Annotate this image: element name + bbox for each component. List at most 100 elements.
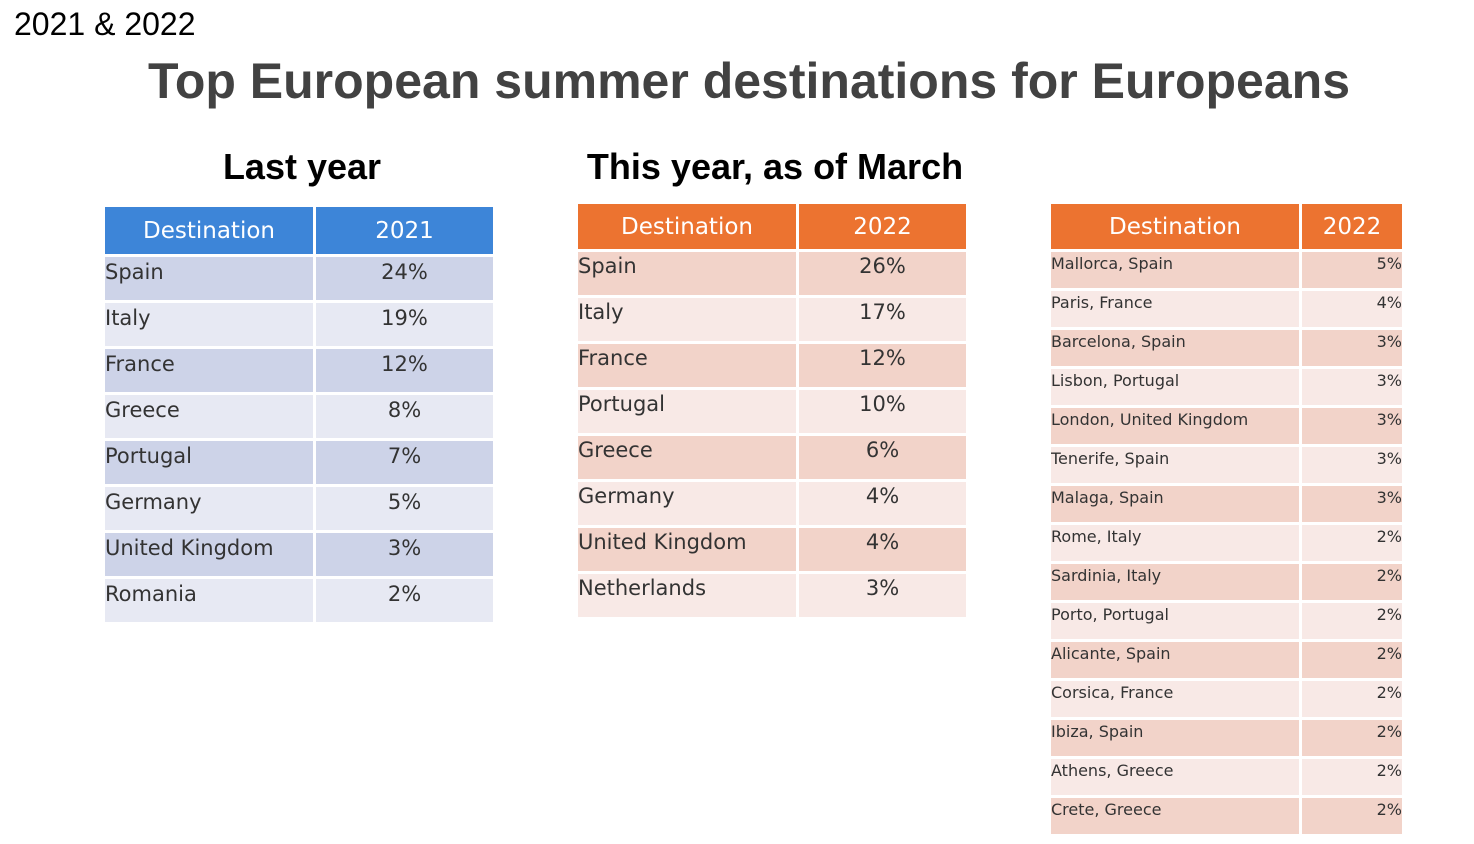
destination-cell: Alicante, Spain — [1048, 639, 1302, 681]
table-header-row: Destination 2022 — [1048, 201, 1405, 252]
destination-cell: Rome, Italy — [1048, 522, 1302, 564]
destination-cell: France — [575, 341, 799, 390]
table-row: Germany 4% — [575, 479, 969, 528]
table-row: Malaga, Spain 3% — [1048, 483, 1405, 525]
table-row: France 12% — [575, 341, 969, 390]
table-row: Sardinia, Italy 2% — [1048, 561, 1405, 603]
table-row: Spain 26% — [575, 249, 969, 298]
share-cell: 3% — [1299, 405, 1405, 447]
destination-cell: Netherlands — [575, 571, 799, 620]
table-row: Ibiza, Spain 2% — [1048, 717, 1405, 759]
table-row: Portugal 7% — [102, 438, 496, 487]
share-cell: 3% — [1299, 483, 1405, 525]
share-cell: 3% — [1299, 366, 1405, 408]
destination-cell: Germany — [102, 484, 316, 533]
table-row: Porto, Portugal 2% — [1048, 600, 1405, 642]
destination-cell: Italy — [575, 295, 799, 344]
share-cell: 2% — [1299, 639, 1405, 681]
share-cell: 24% — [313, 254, 496, 303]
destination-cell: Romania — [102, 576, 316, 625]
corner-label: 2021 & 2022 — [14, 6, 196, 42]
table-row: Athens, Greece 2% — [1048, 756, 1405, 798]
table-header-row: Destination 2021 — [102, 204, 496, 257]
destination-cell: Italy — [102, 300, 316, 349]
share-cell: 2% — [1299, 717, 1405, 759]
destination-cell: Portugal — [102, 438, 316, 487]
share-cell: 5% — [313, 484, 496, 533]
header-destination: Destination — [1048, 201, 1302, 252]
share-cell: 2% — [1299, 678, 1405, 720]
share-cell: 4% — [796, 479, 969, 528]
share-cell: 26% — [796, 249, 969, 298]
table-row: Italy 17% — [575, 295, 969, 344]
table-row: United Kingdom 4% — [575, 525, 969, 574]
header-year: 2022 — [796, 201, 969, 252]
table-row: Paris, France 4% — [1048, 288, 1405, 330]
share-cell: 2% — [1299, 756, 1405, 798]
share-cell: 3% — [1299, 444, 1405, 486]
destination-cell: United Kingdom — [575, 525, 799, 574]
table-row: Tenerife, Spain 3% — [1048, 444, 1405, 486]
destination-cell: Porto, Portugal — [1048, 600, 1302, 642]
last-year-subtitle: Last year — [222, 146, 382, 187]
header-destination: Destination — [575, 201, 799, 252]
table-row: Alicante, Spain 2% — [1048, 639, 1405, 681]
header-year: 2021 — [313, 204, 496, 257]
table-row: Mallorca, Spain 5% — [1048, 249, 1405, 291]
destination-cell: London, United Kingdom — [1048, 405, 1302, 447]
table-row: Rome, Italy 2% — [1048, 522, 1405, 564]
destination-cell: Paris, France — [1048, 288, 1302, 330]
table-row: Romania 2% — [102, 576, 496, 625]
table-row: Spain 24% — [102, 254, 496, 303]
header-year: 2022 — [1299, 201, 1405, 252]
city-destinations-table: Destination 2022 Mallorca, Spain 5% Paris… — [1048, 201, 1405, 837]
destination-cell: United Kingdom — [102, 530, 316, 579]
share-cell: 10% — [796, 387, 969, 436]
last-year-table: Destination 2021 Spain 24% Italy 19% Franc… — [102, 204, 496, 625]
table-row: France 12% — [102, 346, 496, 395]
table-row: Greece 6% — [575, 433, 969, 482]
share-cell: 2% — [1299, 561, 1405, 603]
page-title: Top European summer destinations for Eur… — [147, 53, 1351, 109]
table-row: Barcelona, Spain 3% — [1048, 327, 1405, 369]
destination-cell: Lisbon, Portugal — [1048, 366, 1302, 408]
share-cell: 7% — [313, 438, 496, 487]
share-cell: 2% — [313, 576, 496, 625]
table-row: Corsica, France 2% — [1048, 678, 1405, 720]
destination-cell: Greece — [102, 392, 316, 441]
destination-cell: Portugal — [575, 387, 799, 436]
destination-cell: Malaga, Spain — [1048, 483, 1302, 525]
share-cell: 4% — [1299, 288, 1405, 330]
table-header-row: Destination 2022 — [575, 201, 969, 252]
share-cell: 3% — [1299, 327, 1405, 369]
table-row: Portugal 10% — [575, 387, 969, 436]
destination-cell: Spain — [102, 254, 316, 303]
destination-cell: Ibiza, Spain — [1048, 717, 1302, 759]
share-cell: 3% — [313, 530, 496, 579]
destination-cell: Crete, Greece — [1048, 795, 1302, 837]
share-cell: 2% — [1299, 600, 1405, 642]
table-row: Lisbon, Portugal 3% — [1048, 366, 1405, 408]
share-cell: 3% — [796, 571, 969, 620]
share-cell: 17% — [796, 295, 969, 344]
destination-cell: Corsica, France — [1048, 678, 1302, 720]
table-row: Crete, Greece 2% — [1048, 795, 1405, 837]
share-cell: 5% — [1299, 249, 1405, 291]
this-year-subtitle: This year, as of March — [586, 146, 964, 187]
destination-cell: Greece — [575, 433, 799, 482]
destination-cell: Germany — [575, 479, 799, 528]
table-row: Netherlands 3% — [575, 571, 969, 620]
table-row: London, United Kingdom 3% — [1048, 405, 1405, 447]
table-row: Germany 5% — [102, 484, 496, 533]
table-row: United Kingdom 3% — [102, 530, 496, 579]
destination-cell: France — [102, 346, 316, 395]
this-year-table: Destination 2022 Spain 26% Italy 17% Franc… — [575, 201, 969, 620]
share-cell: 2% — [1299, 522, 1405, 564]
destination-cell: Tenerife, Spain — [1048, 444, 1302, 486]
destination-cell: Sardinia, Italy — [1048, 561, 1302, 603]
table-row: Greece 8% — [102, 392, 496, 441]
share-cell: 2% — [1299, 795, 1405, 837]
share-cell: 19% — [313, 300, 496, 349]
destination-cell: Athens, Greece — [1048, 756, 1302, 798]
destination-cell: Mallorca, Spain — [1048, 249, 1302, 291]
